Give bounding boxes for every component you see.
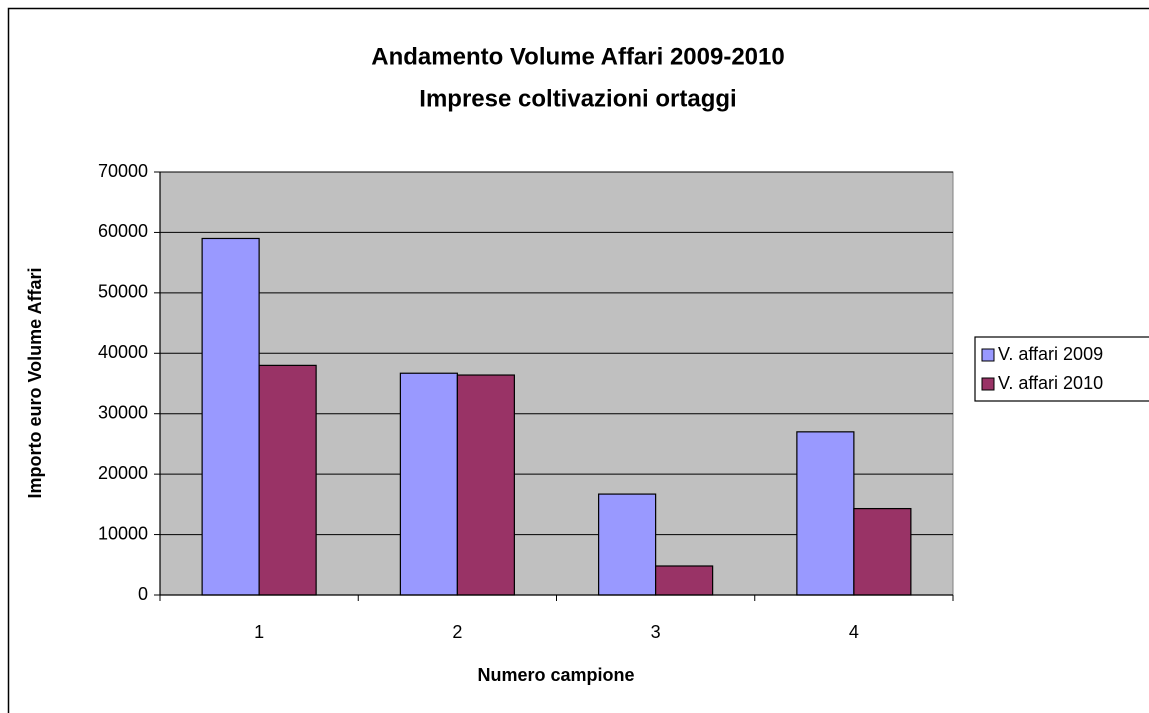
x-tick-label: 4: [849, 622, 859, 642]
legend-box: [974, 336, 1149, 402]
bar: [258, 364, 317, 596]
y-tick-label: 30000: [98, 402, 148, 422]
bar: [796, 431, 855, 596]
x-tick-label: 3: [651, 622, 661, 642]
bar: [853, 507, 912, 596]
y-tick-label: 10000: [98, 523, 148, 543]
chart-title: Andamento Volume Affari 2009-2010: [371, 43, 784, 70]
y-tick-label: 70000: [98, 161, 148, 181]
legend-label: V. affari 2010: [998, 373, 1103, 393]
y-tick-label: 50000: [98, 282, 148, 302]
bar: [456, 374, 515, 596]
bar: [598, 493, 657, 596]
bar: [655, 565, 714, 596]
chart-subtitle: Imprese coltivazioni ortaggi: [419, 85, 736, 112]
x-tick-label: 2: [452, 622, 462, 642]
legend-label: V. affari 2009: [998, 344, 1103, 364]
x-tick-label: 1: [254, 622, 264, 642]
bar: [201, 237, 260, 596]
y-tick-label: 20000: [98, 463, 148, 483]
x-axis-title: Numero campione: [477, 665, 634, 685]
legend-swatch: [981, 348, 995, 362]
legend-swatch: [981, 377, 995, 391]
y-tick-label: 40000: [98, 342, 148, 362]
bar: [399, 372, 458, 596]
y-axis-title: Importo euro Volume Affari: [25, 267, 45, 498]
y-tick-label: 0: [138, 584, 148, 604]
y-tick-label: 60000: [98, 221, 148, 241]
